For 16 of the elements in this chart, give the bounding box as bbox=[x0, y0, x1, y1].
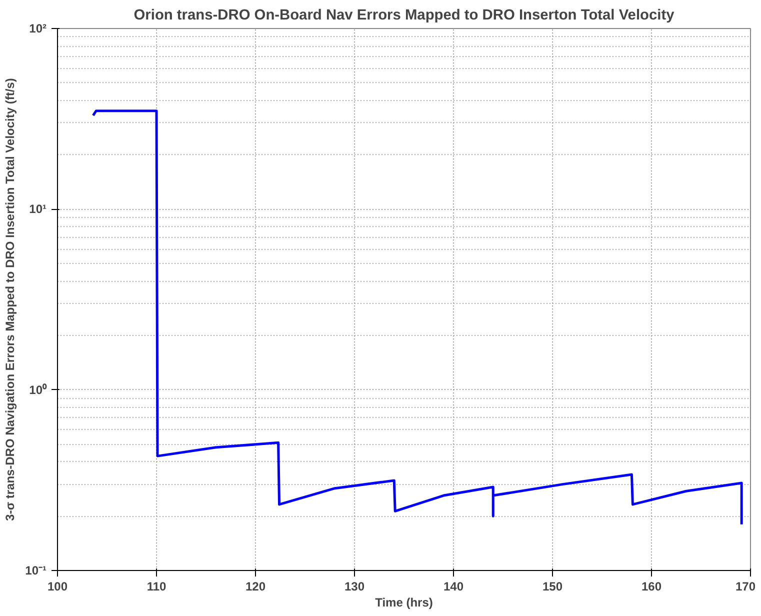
y-tick-label: 10² bbox=[29, 22, 47, 36]
line-series bbox=[92, 110, 743, 526]
x-tick-label: 140 bbox=[443, 580, 464, 594]
y-tick-label: 10⁻¹ bbox=[25, 564, 47, 578]
x-tick-label: 160 bbox=[641, 580, 662, 594]
x-tick-label: 100 bbox=[47, 580, 68, 594]
y-axis-title: 3-σ trans-DRO Navigation Errors Mapped to DRO Insertion Total Velocity (ft/s) bbox=[3, 78, 18, 521]
y-tick-label: 10¹ bbox=[29, 202, 47, 216]
x-tick-label: 130 bbox=[344, 580, 365, 594]
chart-title: Orion trans-DRO On-Board Nav Errors Mapped to DRO Inserton Total Velocity bbox=[134, 8, 676, 24]
y-tick-label: 10⁰ bbox=[29, 382, 48, 397]
x-axis-title: Time (hrs) bbox=[375, 596, 433, 610]
x-tick-label: 110 bbox=[146, 580, 167, 594]
x-tick-label: 170 bbox=[735, 580, 756, 594]
x-tick-label: 120 bbox=[245, 580, 266, 594]
x-tick-label: 150 bbox=[542, 580, 563, 594]
